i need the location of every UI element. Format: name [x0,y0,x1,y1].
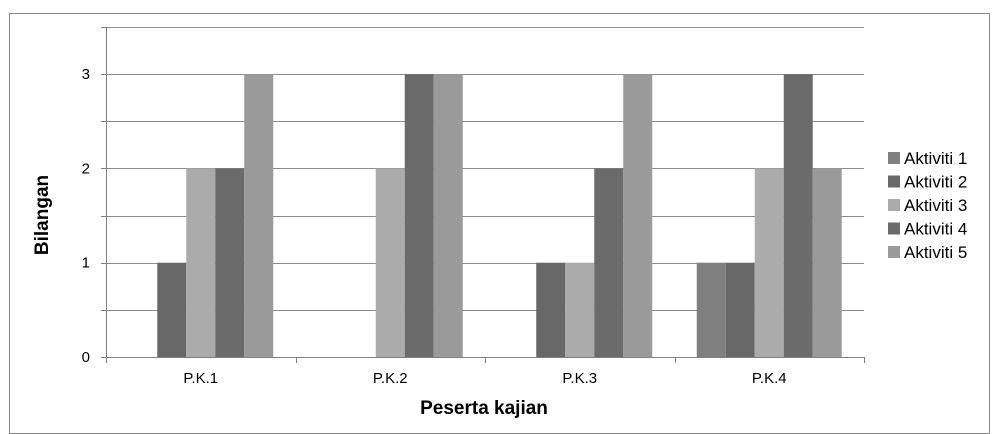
legend-label: Aktiviti 5 [904,243,967,262]
bar [404,74,434,358]
y-tick-labels: 0 1 2 3 [82,66,90,366]
y-axis-title: Bilangan [32,175,53,255]
legend-label: Aktiviti 1 [904,149,967,168]
axes [101,27,865,363]
x-tick-label: P.K.1 [183,370,218,387]
y-tick-label: 1 [82,255,90,272]
x-tick-label: P.K.2 [373,370,408,387]
x-axis-title: Peserta kajian [420,398,548,419]
bar [754,168,784,357]
y-tick-label: 3 [82,66,90,83]
bar [433,74,463,358]
bar [536,262,566,357]
legend-swatch [888,152,900,164]
legend-label: Aktiviti 3 [904,196,967,215]
legend-swatch [888,246,900,258]
bar [725,262,755,357]
bar [594,168,624,357]
legend: Aktiviti 1 Aktiviti 2 Aktiviti 3 Aktiviti 4… [888,149,967,262]
legend-label: Aktiviti 2 [904,173,967,192]
legend-swatch [888,222,900,235]
bars-group [157,74,842,358]
bar [157,262,187,357]
bar [186,168,216,357]
legend-swatch [888,199,900,211]
x-tick-label: P.K.4 [752,370,787,387]
legend-swatch [888,175,900,188]
chart-border [9,13,990,434]
legend-label: Aktiviti 4 [904,220,967,239]
bar [783,74,813,358]
bar [565,262,595,357]
y-tick-label: 2 [82,160,90,177]
x-tick-label: P.K.3 [562,370,597,387]
bar [215,168,245,357]
y-tick-label: 0 [82,349,90,366]
bar [375,168,405,357]
bar [696,262,726,357]
x-tick-labels: P.K.1 P.K.2 P.K.3 P.K.4 [183,370,786,387]
bar [244,74,274,358]
bar [812,168,842,357]
bar [623,74,653,358]
